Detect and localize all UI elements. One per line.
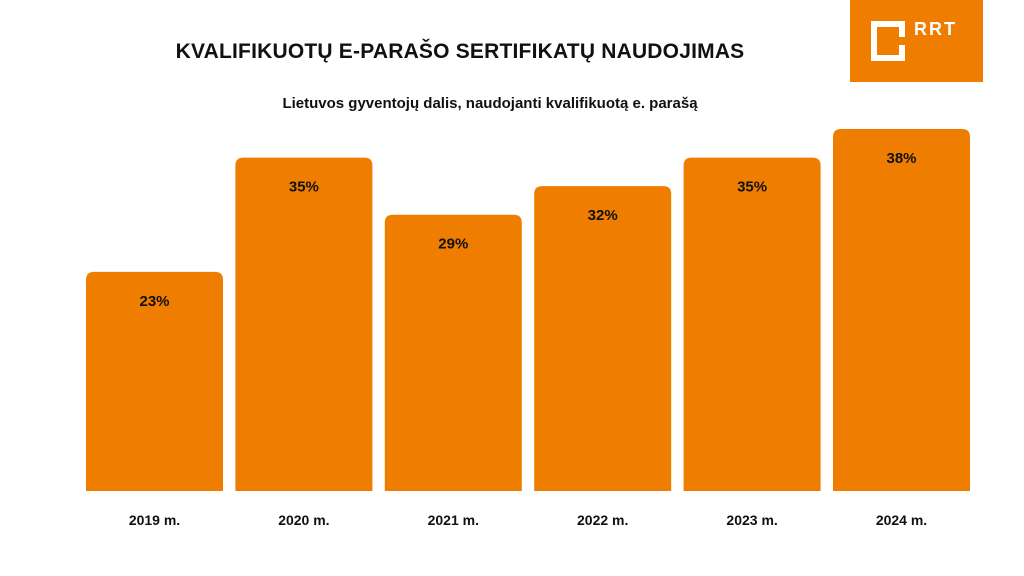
logo-text: RRT xyxy=(914,19,957,39)
bar-2 xyxy=(384,214,522,491)
data-label-0: 23% xyxy=(139,293,169,310)
bar-0 xyxy=(86,271,223,491)
data-label-3: 32% xyxy=(588,207,618,224)
x-tick-label-0: 2019 m. xyxy=(129,512,180,528)
bar-4 xyxy=(683,157,821,491)
bar-5 xyxy=(833,129,970,491)
data-label-2: 29% xyxy=(438,236,468,253)
chart-title: KVALIFIKUOTŲ E-PARAŠO SERTIFIKATŲ NAUDOJ… xyxy=(175,40,745,63)
bar-1 xyxy=(235,157,373,491)
x-tick-label-3: 2022 m. xyxy=(577,512,628,528)
chart-subtitle: Lietuvos gyventojų dalis, naudojanti kva… xyxy=(282,95,698,112)
data-label-1: 35% xyxy=(289,179,319,196)
x-tick-label-5: 2024 m. xyxy=(876,512,927,528)
x-tick-label-4: 2023 m. xyxy=(726,512,777,528)
x-tick-label-1: 2020 m. xyxy=(278,512,329,528)
logo-square-icon xyxy=(871,21,905,61)
bar-3 xyxy=(534,186,672,491)
rrt-logo: RRT xyxy=(850,0,983,82)
data-label-5: 38% xyxy=(886,150,916,167)
x-tick-label-2: 2021 m. xyxy=(428,512,479,528)
data-label-4: 35% xyxy=(737,179,767,196)
